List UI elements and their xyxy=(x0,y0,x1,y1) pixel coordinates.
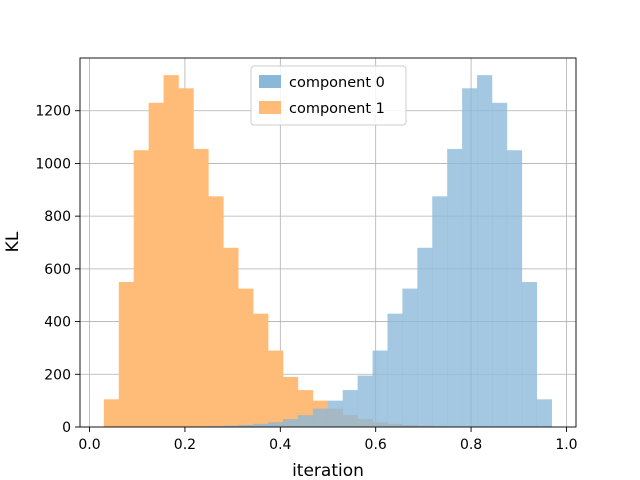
bar-series-1-bin-21 xyxy=(417,247,433,427)
bar-series-0-bin-1 xyxy=(118,282,135,427)
x-tick-label: 0.6 xyxy=(365,437,387,453)
legend-box xyxy=(250,65,407,126)
y-tick-label: 1000 xyxy=(35,156,71,172)
bar-series-1-bin-13 xyxy=(297,415,314,427)
plot-border xyxy=(79,57,577,428)
x-axis-label: iteration xyxy=(292,461,364,480)
histogram-bars xyxy=(103,75,552,428)
bar-series-1-bin-15 xyxy=(327,400,343,427)
bar-series-1-bin-12 xyxy=(282,419,299,427)
axes-frame xyxy=(79,57,577,428)
x-tick-label: 0.2 xyxy=(174,437,196,453)
y-tick-label: 600 xyxy=(44,262,71,278)
bar-series-0-bin-10 xyxy=(253,313,269,427)
legend-label: component 1 xyxy=(289,101,385,117)
legend-swatch xyxy=(259,101,281,114)
y-tick-label: 1200 xyxy=(35,104,71,120)
bar-series-1-bin-9 xyxy=(238,424,254,427)
y-tick-label: 200 xyxy=(44,367,71,383)
bar-series-1-bin-18 xyxy=(372,350,388,427)
bar-series-0-bin-7 xyxy=(208,196,224,427)
bar-series-1-bin-17 xyxy=(357,375,373,427)
bar-series-0-bin-5 xyxy=(178,88,194,427)
bar-series-1-bin-19 xyxy=(387,313,403,427)
y-axis-ticks: 0 200 400 600 800 1000 1200 xyxy=(35,104,80,436)
bar-series-0-bin-0 xyxy=(103,399,120,427)
bar-series-1-bin-24 xyxy=(462,88,478,427)
bar-series-1-bin-27 xyxy=(506,150,523,427)
bar-series-1-bin-11 xyxy=(268,422,284,427)
bar-series-1-bin-26 xyxy=(491,102,508,428)
legend: component 0 component 1 xyxy=(250,65,407,126)
x-tick-label: 1.0 xyxy=(555,437,577,453)
x-axis-ticks: 0.0 0.2 0.4 0.6 0.8 1.0 xyxy=(78,427,578,453)
y-tick-label: 800 xyxy=(44,209,71,225)
bar-series-0-bin-12 xyxy=(282,376,299,427)
bar-series-0-bin-11 xyxy=(268,350,284,427)
bar-series-1-bin-8 xyxy=(223,425,239,427)
bar-series-1-bin-29 xyxy=(536,399,552,427)
bar-series-1-bin-10 xyxy=(253,423,269,427)
x-tick-label: 0.8 xyxy=(460,437,482,453)
bar-series-1-bin-16 xyxy=(342,390,358,427)
y-tick-label: 400 xyxy=(44,315,71,331)
bar-series-1-bin-23 xyxy=(447,148,463,428)
bar-series-0-bin-6 xyxy=(193,148,209,428)
bar-series-1-bin-25 xyxy=(477,75,493,427)
legend-label: component 0 xyxy=(289,75,385,91)
bar-series-0-bin-4 xyxy=(163,75,179,427)
bar-series-1-bin-20 xyxy=(402,288,418,427)
y-tick-label: 0 xyxy=(62,420,71,436)
y-axis-label: KL xyxy=(3,231,23,252)
bar-series-1-bin-14 xyxy=(312,408,329,427)
x-tick-label: 0.4 xyxy=(269,437,291,453)
x-tick-label: 0.0 xyxy=(78,437,100,453)
bar-series-1-bin-28 xyxy=(521,282,538,427)
bar-series-0-bin-2 xyxy=(133,150,149,427)
bar-series-0-bin-3 xyxy=(148,102,164,428)
bar-series-1-bin-22 xyxy=(432,196,448,427)
bar-series-0-bin-8 xyxy=(223,247,239,427)
legend-swatch xyxy=(259,75,281,88)
bar-series-0-bin-9 xyxy=(238,288,254,427)
